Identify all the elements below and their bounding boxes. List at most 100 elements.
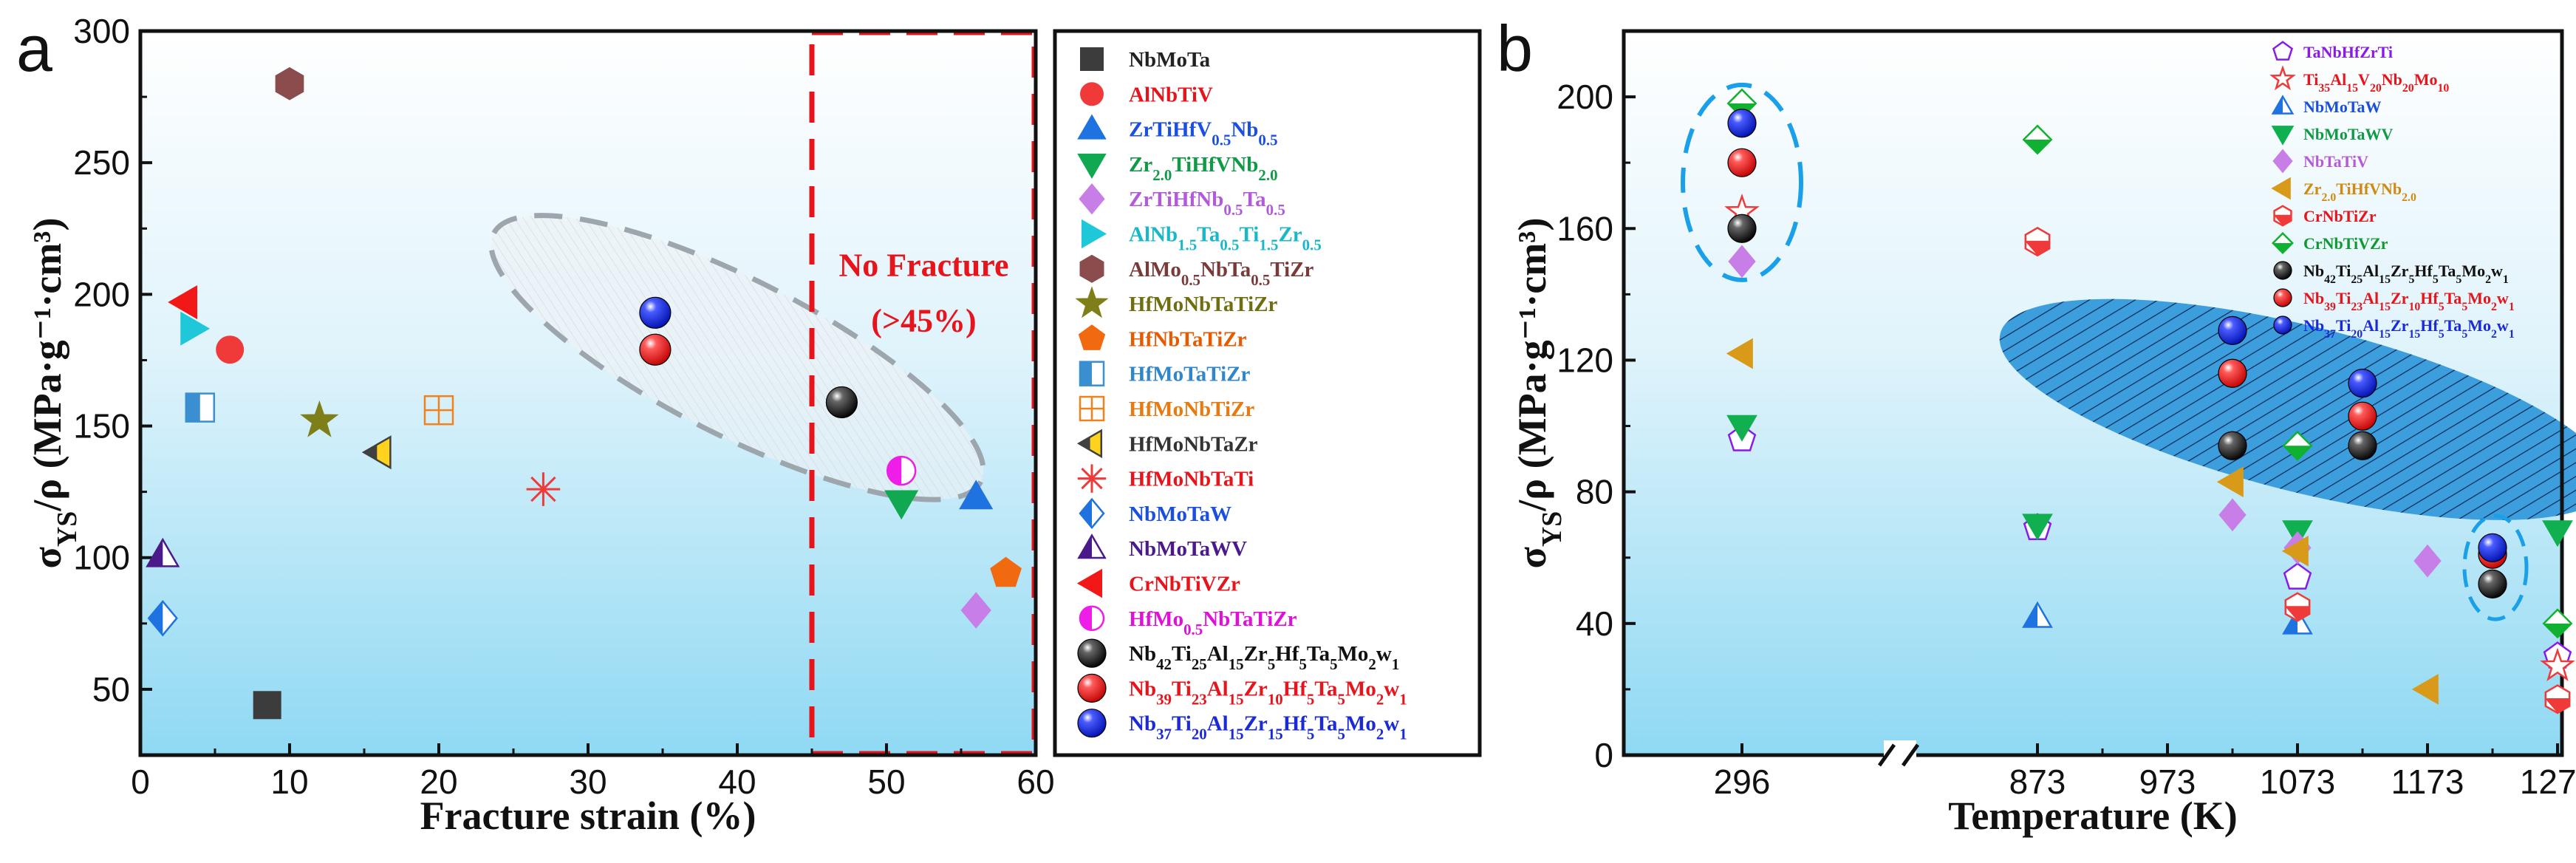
y-tick-label-b: 120 [1557, 341, 1613, 379]
point-b-nbmotaw [2022, 601, 2053, 628]
y-tick-label-b: 40 [1576, 604, 1613, 643]
legend-marker-alnbtiv [1080, 82, 1104, 106]
legend-b-marker-nb37ti20al15zr15hf5ta5mo2w1 [2273, 315, 2292, 335]
point-hfmotatizr [185, 392, 216, 423]
point-b-nb42ti25al15zr5hf5ta5mo2w1 [2348, 431, 2377, 460]
legend-label-almo0-5nbta0-5tizr: AlMo0.5NbTa0.5TiZr [1129, 258, 1314, 289]
point-nb39ti23al15zr10hf5ta5mo2w1 [639, 333, 672, 366]
legend-label-nb42ti25al15zr5hf5ta5mo2w1: Nb42Ti25Al15Zr5Hf5Ta5Mo2w1 [1129, 642, 1399, 673]
x-tick-label-a: 10 [270, 763, 308, 801]
point-b-zr2-0tihfvnb2-0 [1726, 338, 1753, 369]
legend-frame-a [1053, 29, 1482, 757]
legend-label-nbmotawv: NbMoTaWV [1129, 537, 1247, 561]
legend-b-marker-nbtativ [2272, 149, 2293, 174]
no-fracture-threshold: (>45%) [871, 302, 976, 338]
panel-a: No Fracture (>45%) 0 10 20 30 40 50 60 50 100 150 20… [16, 12, 1055, 838]
legend-marker-zrtihfv0-5nb0-5 [1077, 114, 1107, 140]
legend-b-marker-crnbtivzr [2272, 232, 2294, 254]
legend-b-label-crnbtizr: CrNbTiZr [2303, 207, 2377, 225]
legend-marker-hfmotatizr [1079, 361, 1105, 386]
legend-b-label-nb42ti25al15zr5hf5ta5mo2w1: Nb42Ti25Al15Zr5Hf5Ta5Mo2w1 [2303, 262, 2509, 286]
y-axis-label-b: σYS/ρ (MPa·g⁻¹·cm³) [1510, 218, 1568, 569]
legend-label-crnbtivzr: CrNbTiVZr [1129, 573, 1240, 596]
legend-b-label-nb39ti23al15zr10hf5ta5mo2w1: Nb39Ti23Al15Zr10Hf5Ta5Mo2w1 [2303, 289, 2515, 313]
point-zrtihfnb0-5ta0-5 [960, 592, 991, 629]
point-hfnbtatizr [990, 556, 1022, 587]
legend-marker-nb39ti23al15zr10hf5ta5mo2w1 [1077, 673, 1107, 703]
point-b-crnbtizr [2284, 592, 2311, 622]
point-hfmo0-5nbtatizr [886, 455, 917, 486]
point-b-crnbtizr [2024, 226, 2051, 257]
point-zr2-0tihfvnb2-0 [884, 490, 919, 520]
x-tick-label-b: 973 [2139, 763, 2196, 801]
x-tick-label-b: 1273 [2520, 763, 2576, 801]
legend-b-label-tanbhfzrti: TaNbHfZrTi [2303, 43, 2393, 61]
legend-label-nb37ti20al15zr15hf5ta5mo2w1: Nb37Ti20Al15Zr15Hf5Ta5Mo2w1 [1129, 712, 1407, 743]
legend-marker-nb37ti20al15zr15hf5ta5mo2w1 [1077, 709, 1107, 738]
legend-b-marker-nb39ti23al15zr10hf5ta5mo2w1 [2273, 288, 2292, 307]
y-tick-label-b: 0 [1594, 736, 1613, 774]
x-tick-label-a: 0 [131, 763, 150, 801]
legend-marker-hfmonbtati [1077, 464, 1107, 493]
y-axis-label-a: σYS/ρ (MPa·g⁻¹·cm³) [25, 218, 83, 569]
y-tick-label-a: 300 [73, 12, 130, 50]
panel-letter-b: b [1497, 12, 1533, 85]
legend-b-marker-zr2-0tihfvnb2-0 [2271, 177, 2291, 200]
point-b-nb39ti23al15zr10hf5ta5mo2w1 [2218, 358, 2247, 388]
legend-marker-crnbtivzr [1076, 568, 1103, 598]
point-b-nb37ti20al15zr15hf5ta5mo2w1 [1727, 109, 1757, 138]
point-hfmonbtizr [423, 395, 454, 426]
point-b-nb42ti25al15zr5hf5ta5mo2w1 [2478, 569, 2507, 598]
axes-frame-b [1622, 29, 2564, 757]
legend-b-label-nbtativ: NbTaTiV [2303, 152, 2368, 171]
legend-label-nbmota: NbMoTa [1129, 48, 1211, 72]
x-tick-label-b: 873 [2009, 763, 2066, 801]
point-nbmotaw [147, 599, 178, 637]
legend-label-hfmo0-5nbtatizr: HfMo0.5NbTaTiZr [1129, 607, 1297, 638]
legend-b-marker-nbmotawv [2271, 126, 2295, 146]
legend-b-marker-tanbhfzrti [2272, 41, 2294, 61]
legend-marker-hfmonbtatizr [1075, 286, 1109, 318]
point-b-crnbtivzr [2022, 124, 2053, 155]
point-nb42ti25al15zr5hf5ta5mo2w1 [825, 386, 858, 419]
x-tick-label-b: 296 [1714, 763, 1771, 801]
point-b-nbmotawv [2542, 520, 2573, 548]
legend-b-marker-ti35al15v20nb20mo10 [2269, 65, 2296, 91]
legend-b-label-zr2-0tihfvnb2-0: Zr2.0TiHfVNb2.0 [2303, 180, 2416, 204]
point-b-nb37ti20al15zr15hf5ta5mo2w1 [2218, 315, 2247, 345]
point-b-crnbtivzr [2542, 608, 2573, 639]
x-tick-label-a: 20 [420, 763, 457, 801]
point-b-crnbtivzr [2282, 430, 2313, 461]
panel-letter-a: a [16, 12, 52, 85]
point-nb37ti20al15zr15hf5ta5mo2w1 [639, 296, 672, 329]
axis-break-mark [1877, 743, 1896, 767]
hatched-ellipse-b [1999, 299, 2576, 520]
legend-label-hfmonbtatizr: HfMoNbTaTiZr [1129, 293, 1278, 316]
point-b-zr2-0tihfvnb2-0 [2411, 674, 2439, 705]
x-tick-label-a: 40 [718, 763, 756, 801]
point-b-zr2-0tihfvnb2-0 [2216, 466, 2244, 498]
legend-label-zrtihfv0-5nb0-5: ZrTiHfV0.5Nb0.5 [1129, 118, 1278, 149]
point-b-nb42ti25al15zr5hf5ta5mo2w1 [1727, 214, 1757, 243]
legend-b-label-nbmotaw: NbMoTaW [2303, 98, 2382, 116]
legend-label-hfnbtatizr: HfNbTaTiZr [1129, 327, 1247, 351]
legend-b-marker-nb42ti25al15zr5hf5ta5mo2w1 [2273, 261, 2292, 280]
point-alnb1-5ta0-5ti1-5zr0-5 [180, 311, 211, 346]
point-b-nb37ti20al15zr15hf5ta5mo2w1 [2478, 533, 2507, 562]
y-tick-label-a: 150 [73, 407, 130, 446]
point-hfmonbtatizr [300, 400, 339, 437]
x-tick-label-b: 1173 [2391, 763, 2464, 801]
legend-label-zrtihfnb0-5ta0-5: ZrTiHfNb0.5Ta0.5 [1129, 188, 1285, 219]
point-b-tanbhfzrti [2283, 562, 2312, 590]
legend-marker-hfnbtatizr [1078, 324, 1106, 350]
legend-marker-hfmo0-5nbtatizr [1079, 605, 1105, 632]
legend-b-label-ti35al15v20nb20mo10: Ti35Al15V20Nb20Mo10 [2303, 70, 2449, 95]
legend-b-marker-crnbtizr [2273, 205, 2292, 227]
legend-label-zr2-0tihfvnb2-0: Zr2.0TiHfVNb2.0 [1129, 153, 1278, 184]
legend-marker-hfmonbtizr [1079, 395, 1105, 422]
legend-marker-zrtihfnb0-5ta0-5 [1079, 183, 1105, 215]
point-b-nbtativ [2413, 544, 2442, 578]
y-tick-label-a: 250 [73, 143, 130, 182]
legend-marker-nbmotawv [1077, 533, 1107, 559]
